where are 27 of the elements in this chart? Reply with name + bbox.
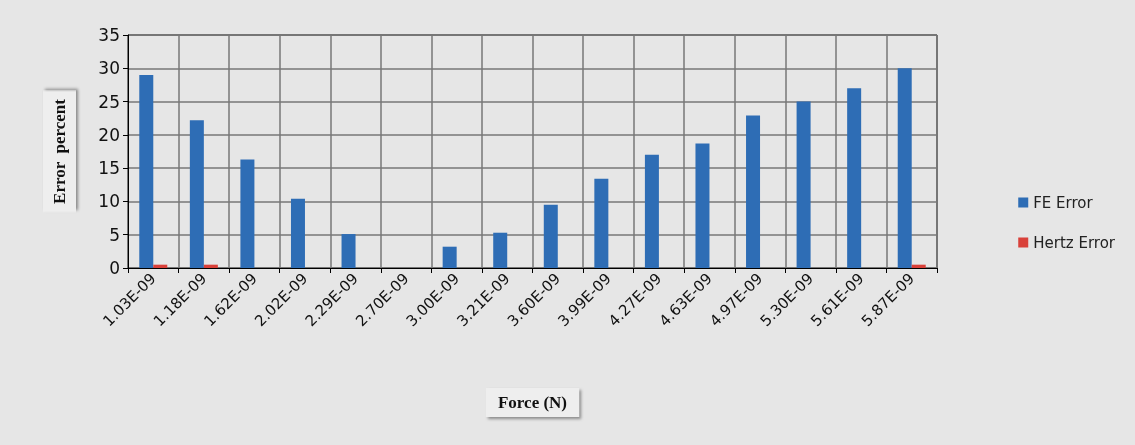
bar [240, 159, 255, 268]
y-tick-label: 30 [98, 58, 120, 79]
x-axis-title: Force (N) [497, 393, 568, 412]
y-axis-title: Error percent [50, 98, 69, 204]
y-tick-label: 10 [98, 191, 120, 212]
y-tick-label: 35 [98, 25, 120, 45]
bar [493, 232, 508, 268]
legend-label: Hertz Error [1033, 233, 1116, 252]
bar [897, 68, 912, 268]
y-tick-label: 20 [98, 124, 120, 145]
y-tick-label: 25 [98, 91, 120, 112]
bar [746, 115, 761, 268]
bar [695, 143, 710, 268]
bar [847, 88, 862, 268]
bar [442, 246, 457, 268]
y-tick-label: 0 [109, 258, 120, 278]
legend-label: FE Error [1033, 193, 1094, 212]
bar [796, 101, 811, 268]
bar [341, 234, 356, 268]
y-tick-label: 15 [98, 158, 120, 179]
bar [290, 198, 305, 268]
y-tick-label: 5 [109, 224, 120, 245]
bar [644, 154, 659, 268]
bar [139, 74, 154, 268]
bar [543, 204, 558, 268]
bar [594, 178, 609, 268]
bar [189, 120, 204, 268]
